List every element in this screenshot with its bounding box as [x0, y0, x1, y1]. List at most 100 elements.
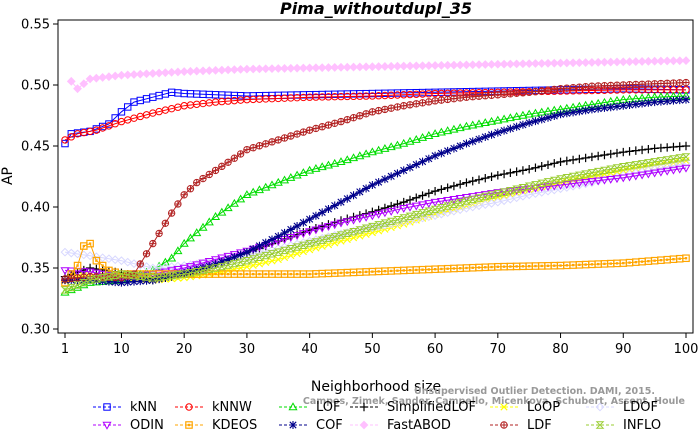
data-point — [456, 94, 464, 102]
data-point — [317, 224, 327, 233]
data-point — [323, 160, 334, 169]
data-point — [217, 254, 227, 263]
data-point — [587, 152, 597, 162]
data-point — [368, 181, 377, 190]
data-point — [355, 215, 365, 224]
data-point — [349, 191, 358, 200]
data-point — [656, 157, 666, 165]
data-point — [117, 278, 126, 287]
data-point — [449, 181, 459, 191]
data-point — [343, 194, 352, 203]
data-point — [129, 70, 139, 79]
chart-title: Pima_withoutdupl_35 — [280, 0, 472, 18]
legend-item-loop: LoOP — [490, 400, 560, 415]
data-point — [73, 274, 82, 282]
legend-label: LoOP — [527, 400, 560, 415]
data-point — [656, 97, 665, 106]
data-point — [268, 257, 276, 265]
data-point — [462, 93, 471, 101]
data-point — [61, 136, 69, 144]
data-point — [437, 185, 446, 194]
series-inflo — [60, 153, 691, 294]
data-point — [343, 235, 351, 244]
data-point — [342, 229, 352, 238]
data-point — [255, 253, 264, 261]
legend: kNN kNNW LOF SimplifiedLOF LoOP LDOF ODIN KDEOS… — [93, 400, 661, 433]
data-point — [581, 178, 591, 187]
data-point — [198, 266, 208, 275]
data-point — [436, 197, 446, 206]
data-point — [681, 164, 691, 173]
data-point — [631, 172, 641, 181]
data-point — [625, 101, 634, 110]
data-point — [204, 257, 214, 266]
data-point — [248, 187, 258, 196]
data-point — [455, 60, 465, 70]
data-point — [499, 114, 509, 123]
data-point — [607, 81, 615, 90]
data-point — [425, 98, 433, 106]
legend-label: LDOF — [623, 400, 658, 415]
data-point — [393, 215, 402, 224]
data-point — [223, 65, 233, 75]
data-point — [280, 253, 289, 262]
data-point — [236, 250, 245, 259]
data-point — [293, 222, 302, 231]
legend-marker — [500, 421, 508, 429]
legend-label: LDF — [527, 418, 552, 433]
x-tick-label: 100 — [674, 342, 698, 357]
data-point — [606, 57, 616, 67]
data-point — [124, 103, 132, 111]
data-point — [262, 258, 270, 267]
data-point — [637, 160, 647, 168]
data-point — [505, 113, 515, 122]
data-point — [210, 256, 221, 265]
data-point — [631, 100, 640, 109]
data-point — [185, 233, 196, 242]
data-point — [142, 273, 151, 281]
data-point — [411, 210, 421, 219]
data-point — [668, 166, 679, 175]
data-point — [675, 154, 685, 162]
data-point — [493, 59, 503, 69]
data-point — [330, 201, 339, 210]
data-point — [530, 108, 541, 117]
data-point — [205, 170, 213, 179]
data-point — [261, 251, 271, 260]
data-point — [61, 275, 69, 283]
data-point — [174, 200, 182, 208]
data-point — [91, 269, 101, 278]
data-point — [105, 122, 113, 130]
data-point — [443, 183, 452, 192]
data-point — [518, 59, 528, 69]
data-point — [111, 278, 120, 287]
data-point — [662, 156, 672, 164]
data-point — [556, 58, 565, 68]
legend-item-ldof: LDOF — [586, 400, 658, 415]
data-point — [568, 58, 578, 68]
data-point — [456, 142, 465, 150]
data-point — [199, 174, 207, 183]
data-point — [411, 61, 421, 71]
data-point — [299, 248, 307, 256]
data-point — [355, 187, 364, 196]
legend-marker — [103, 403, 111, 411]
data-point — [374, 106, 383, 115]
data-point — [292, 243, 302, 251]
data-point — [612, 148, 622, 158]
data-point — [223, 261, 233, 269]
data-point — [261, 64, 271, 74]
data-point — [331, 239, 339, 247]
data-point — [399, 61, 409, 71]
data-point — [91, 277, 101, 286]
data-point — [405, 61, 415, 71]
data-point — [575, 154, 584, 164]
legend-label: INFLO — [623, 418, 661, 433]
data-point — [449, 60, 459, 70]
data-point — [468, 137, 477, 146]
data-point — [367, 222, 377, 231]
data-point — [286, 173, 296, 181]
data-point — [98, 253, 108, 263]
data-point — [505, 59, 515, 69]
data-point — [524, 182, 534, 190]
